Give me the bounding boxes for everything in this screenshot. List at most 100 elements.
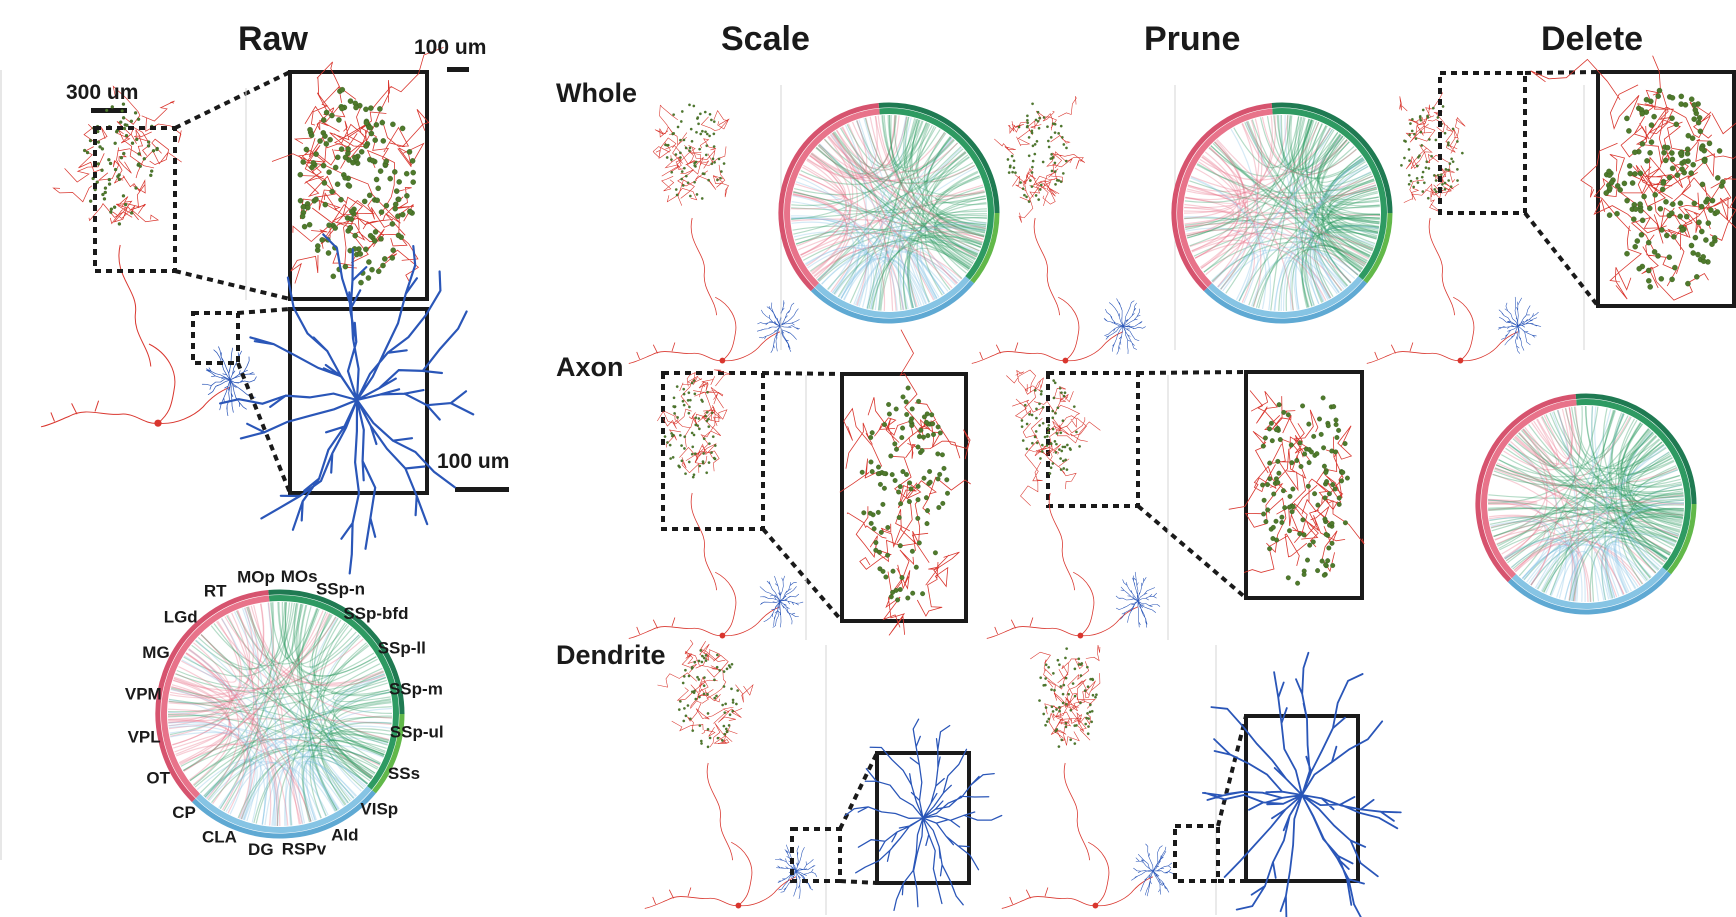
axon-boutons: [1603, 87, 1726, 290]
delete-whole-neuron: [1366, 92, 1542, 364]
chord-arcs: [1171, 102, 1393, 324]
dendrite-branches: [1497, 296, 1542, 354]
region-label: SSp-bfd: [343, 604, 408, 623]
axon-trunk: [40, 244, 231, 428]
dendrite-branches: [1103, 298, 1146, 355]
selection-box: [790, 827, 842, 883]
chord-ribbons: [1487, 405, 1685, 603]
region-label: VISp: [360, 799, 398, 818]
delete-axon-zoom-content: [1530, 55, 1736, 301]
axon-trunk: [628, 217, 781, 364]
region-label: MOp: [237, 568, 275, 587]
axon-boutons: [859, 385, 950, 603]
column-header-delete: Delete: [1541, 20, 1644, 58]
region-label: RT: [204, 582, 227, 601]
zoom-box: [1244, 714, 1360, 883]
axon-branches: [52, 85, 182, 225]
axon-boutons: [664, 103, 726, 200]
scalebar-100um-top: [447, 67, 469, 72]
axon-boutons: [1260, 395, 1350, 586]
zoom-connector: [762, 371, 843, 376]
soma: [719, 632, 726, 639]
region-label: CLA: [202, 827, 237, 846]
region-label: MG: [142, 643, 169, 662]
prune-whole-chord: [1171, 102, 1393, 324]
region-label: MOs: [281, 567, 318, 586]
axon-boutons: [663, 379, 717, 479]
region-label: SSp-ll: [378, 639, 426, 658]
region-label: SSs: [388, 764, 420, 783]
chord-arcs: [778, 102, 1000, 324]
zoom-connector: [174, 70, 291, 130]
scalebar-label-100um-top: 100 um: [414, 36, 487, 59]
dendrite-branches: [1115, 571, 1161, 628]
prune-axon-zoom: [1046, 370, 1364, 600]
raw-dendrite-zoom-content: [219, 233, 475, 575]
dendrite-branches: [201, 346, 257, 417]
axon-branches: [1228, 390, 1365, 573]
soma: [154, 419, 162, 427]
dendrite-branches: [759, 575, 804, 628]
dendrite-branches: [774, 844, 817, 900]
prune-axon-zoom-content: [1228, 390, 1365, 586]
axon-trunk: [1001, 762, 1154, 909]
axon-branches: [657, 369, 731, 474]
dendrite-branches: [219, 233, 475, 575]
column-header-scale: Scale: [721, 20, 810, 58]
prune-dendrite-zoom-content: [1201, 651, 1402, 917]
zoom-connector: [237, 307, 291, 315]
soma: [1092, 902, 1099, 909]
region-label: DG: [248, 840, 274, 859]
raw-chord-diagram: [155, 589, 405, 839]
axon-boutons: [297, 86, 416, 286]
selection-box: [93, 126, 177, 273]
zoom-connector: [1136, 504, 1248, 600]
dendrite-branches: [756, 300, 800, 353]
column-header-prune: Prune: [1144, 20, 1241, 58]
scale-axon-neuron: [628, 369, 804, 639]
zoom-connector: [1137, 370, 1247, 375]
row-label-axon: Axon: [556, 352, 624, 382]
scale-dendrite-neuron: [644, 639, 817, 909]
selection-box: [1438, 71, 1527, 215]
soma: [719, 357, 726, 364]
zoom-connector: [1523, 211, 1600, 308]
prune-dendrite-zoom: [1173, 714, 1360, 883]
chord-arcs: [155, 589, 405, 839]
delete-axon-zoom: [1438, 70, 1736, 308]
scale-whole-neuron: [628, 103, 800, 364]
soma: [1062, 357, 1069, 364]
axon-boutons: [677, 649, 740, 749]
axon-branches: [1006, 369, 1101, 506]
axon-boutons: [1006, 102, 1068, 203]
soma: [1457, 357, 1464, 364]
region-label: AId: [331, 825, 358, 844]
axon-boutons: [1038, 647, 1098, 748]
dendrite-branches: [1201, 651, 1402, 917]
axon-trunk: [1366, 217, 1519, 364]
region-label: SSp-ul: [390, 723, 444, 742]
zoom-connector: [236, 362, 292, 494]
axon-branches: [1030, 645, 1101, 746]
row-label-dendrite: Dendrite: [556, 640, 666, 670]
region-label: SSp-m: [389, 679, 443, 698]
raw-axon-zoom: [93, 70, 429, 301]
zoom-connector: [839, 879, 878, 885]
raw-axon-zoom-content: [271, 47, 444, 286]
zoom-connector: [1524, 70, 1599, 75]
soma: [1077, 632, 1084, 639]
zoom-connector: [1216, 715, 1248, 827]
zoom-connector: [838, 752, 879, 830]
region-label: SSp-n: [316, 579, 365, 598]
scale-axon-zoom-content: [839, 329, 971, 636]
axon-trunk: [628, 492, 781, 639]
dendrite-branches: [844, 718, 1003, 912]
region-label: OT: [146, 768, 170, 787]
prune-dendrite-neuron: [1001, 645, 1175, 909]
axon-branches: [652, 104, 730, 206]
scale-dendrite-zoom-content: [844, 718, 1003, 912]
axon-trunk: [644, 762, 797, 909]
dendrite-branches: [1131, 843, 1175, 897]
